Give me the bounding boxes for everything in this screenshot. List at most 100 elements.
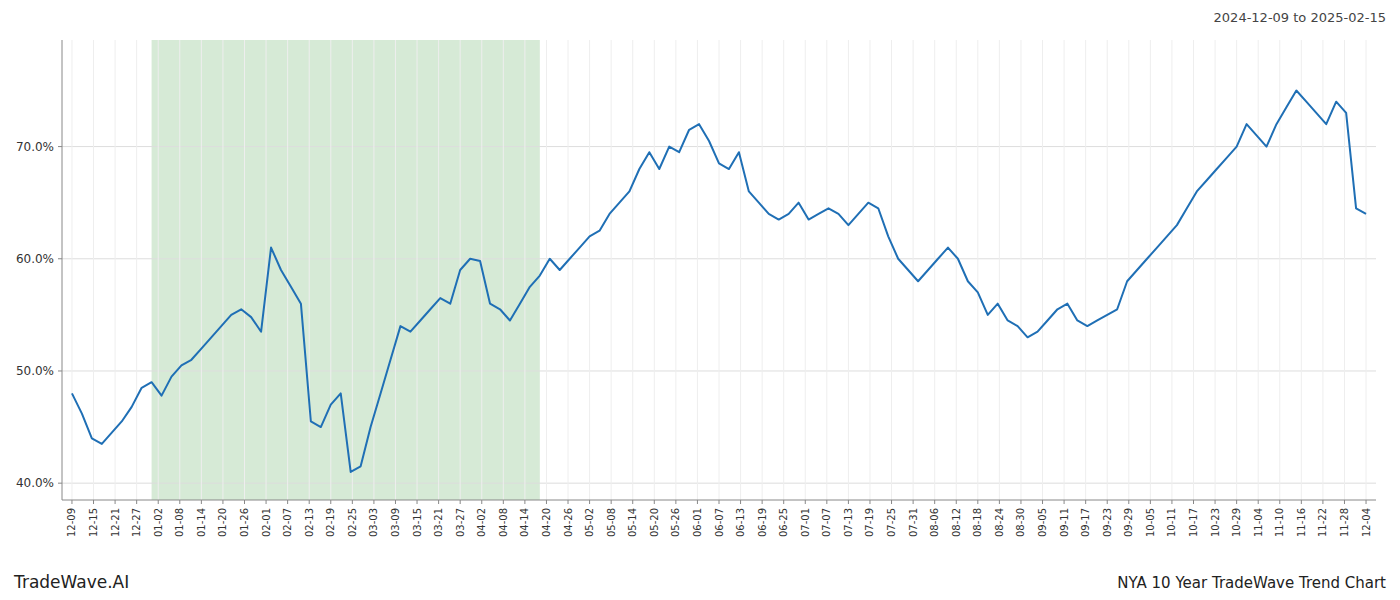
x-tick	[869, 500, 870, 504]
x-tick	[546, 500, 547, 504]
x-tick-label: 07-25	[886, 508, 897, 537]
x-grid-line	[1107, 40, 1108, 500]
x-tick	[805, 500, 806, 504]
x-tick	[1042, 500, 1043, 504]
x-grid-line	[1236, 40, 1237, 500]
x-tick	[71, 500, 72, 504]
x-grid-line	[999, 40, 1000, 500]
chart-container: 40.0%50.0%60.0%70.0%12-0912-1512-2112-27…	[0, 0, 1400, 600]
x-grid-line	[805, 40, 806, 500]
x-tick-label: 11-22	[1317, 508, 1328, 537]
y-tick	[58, 258, 62, 259]
x-tick-label: 08-06	[929, 508, 940, 537]
x-grid-line	[373, 40, 374, 500]
x-grid-line	[1064, 40, 1065, 500]
x-tick	[1128, 500, 1129, 504]
x-tick-label: 03-03	[368, 508, 379, 537]
x-tick	[330, 500, 331, 504]
x-tick-label: 10-17	[1188, 508, 1199, 537]
x-grid-line	[697, 40, 698, 500]
x-tick-label: 09-05	[1037, 508, 1048, 537]
x-tick-label: 12-27	[131, 508, 142, 537]
x-grid-line	[762, 40, 763, 500]
x-grid-line	[1366, 40, 1367, 500]
x-tick-label: 06-07	[714, 508, 725, 537]
x-tick-label: 08-30	[1015, 508, 1026, 537]
y-tick	[58, 146, 62, 147]
x-tick-label: 07-19	[864, 508, 875, 537]
x-tick-label: 06-19	[757, 508, 768, 537]
x-tick-label: 10-29	[1231, 508, 1242, 537]
x-tick-label: 02-19	[325, 508, 336, 537]
title: NYA 10 Year TradeWave Trend Chart	[1117, 574, 1386, 592]
x-tick-label: 08-24	[994, 508, 1005, 537]
subtitle: 2024-12-09 to 2025-02-15	[1214, 10, 1386, 25]
x-grid-line	[244, 40, 245, 500]
x-tick-label: 07-31	[908, 508, 919, 537]
x-tick-label: 01-08	[174, 508, 185, 537]
x-tick	[201, 500, 202, 504]
x-grid-line	[1171, 40, 1172, 500]
x-tick	[352, 500, 353, 504]
x-grid-line	[913, 40, 914, 500]
x-grid-line	[222, 40, 223, 500]
x-tick-label: 03-21	[433, 508, 444, 537]
x-tick	[913, 500, 914, 504]
x-tick-label: 11-16	[1296, 508, 1307, 537]
x-grid-line	[826, 40, 827, 500]
x-grid-line	[330, 40, 331, 500]
x-tick	[373, 500, 374, 504]
x-tick-label: 08-18	[972, 508, 983, 537]
x-tick-label: 04-02	[476, 508, 487, 537]
x-tick	[1020, 500, 1021, 504]
y-tick	[58, 370, 62, 371]
x-tick-label: 04-14	[519, 508, 530, 537]
x-tick-label: 03-15	[412, 508, 423, 537]
x-tick	[179, 500, 180, 504]
x-tick-label: 02-13	[304, 508, 315, 537]
x-tick-label: 10-11	[1166, 508, 1177, 537]
x-tick-label: 11-28	[1339, 508, 1350, 537]
x-tick-label: 05-14	[627, 508, 638, 537]
x-tick	[481, 500, 482, 504]
x-tick-label: 03-27	[455, 508, 466, 537]
x-tick	[675, 500, 676, 504]
x-tick	[1193, 500, 1194, 504]
x-grid-line	[611, 40, 612, 500]
x-tick	[266, 500, 267, 504]
x-tick-label: 12-15	[88, 508, 99, 537]
x-tick	[438, 500, 439, 504]
x-grid-line	[352, 40, 353, 500]
x-tick	[848, 500, 849, 504]
x-tick-label: 01-14	[196, 508, 207, 537]
trend-line	[72, 90, 1366, 471]
x-tick	[1344, 500, 1345, 504]
x-tick-label: 09-17	[1080, 508, 1091, 537]
x-grid-line	[934, 40, 935, 500]
x-tick	[1236, 500, 1237, 504]
y-axis-line	[62, 40, 63, 500]
x-tick	[568, 500, 569, 504]
x-tick	[999, 500, 1000, 504]
x-grid-line	[136, 40, 137, 500]
x-tick	[891, 500, 892, 504]
y-tick	[58, 483, 62, 484]
x-tick	[287, 500, 288, 504]
x-tick	[222, 500, 223, 504]
x-grid-line	[848, 40, 849, 500]
x-tick-label: 07-01	[800, 508, 811, 537]
x-tick-label: 11-04	[1253, 508, 1264, 537]
x-grid-line	[438, 40, 439, 500]
x-tick-label: 03-09	[390, 508, 401, 537]
x-tick-label: 12-04	[1361, 508, 1372, 537]
x-grid-line	[1128, 40, 1129, 500]
x-grid-line	[71, 40, 72, 500]
x-grid-line	[654, 40, 655, 500]
x-tick	[719, 500, 720, 504]
x-tick-label: 05-26	[670, 508, 681, 537]
x-tick	[697, 500, 698, 504]
chart-svg: 40.0%50.0%60.0%70.0%12-0912-1512-2112-27…	[0, 0, 1400, 600]
x-tick-label: 04-26	[563, 508, 574, 537]
x-tick-label: 02-07	[282, 508, 293, 537]
x-tick-label: 02-25	[347, 508, 358, 537]
